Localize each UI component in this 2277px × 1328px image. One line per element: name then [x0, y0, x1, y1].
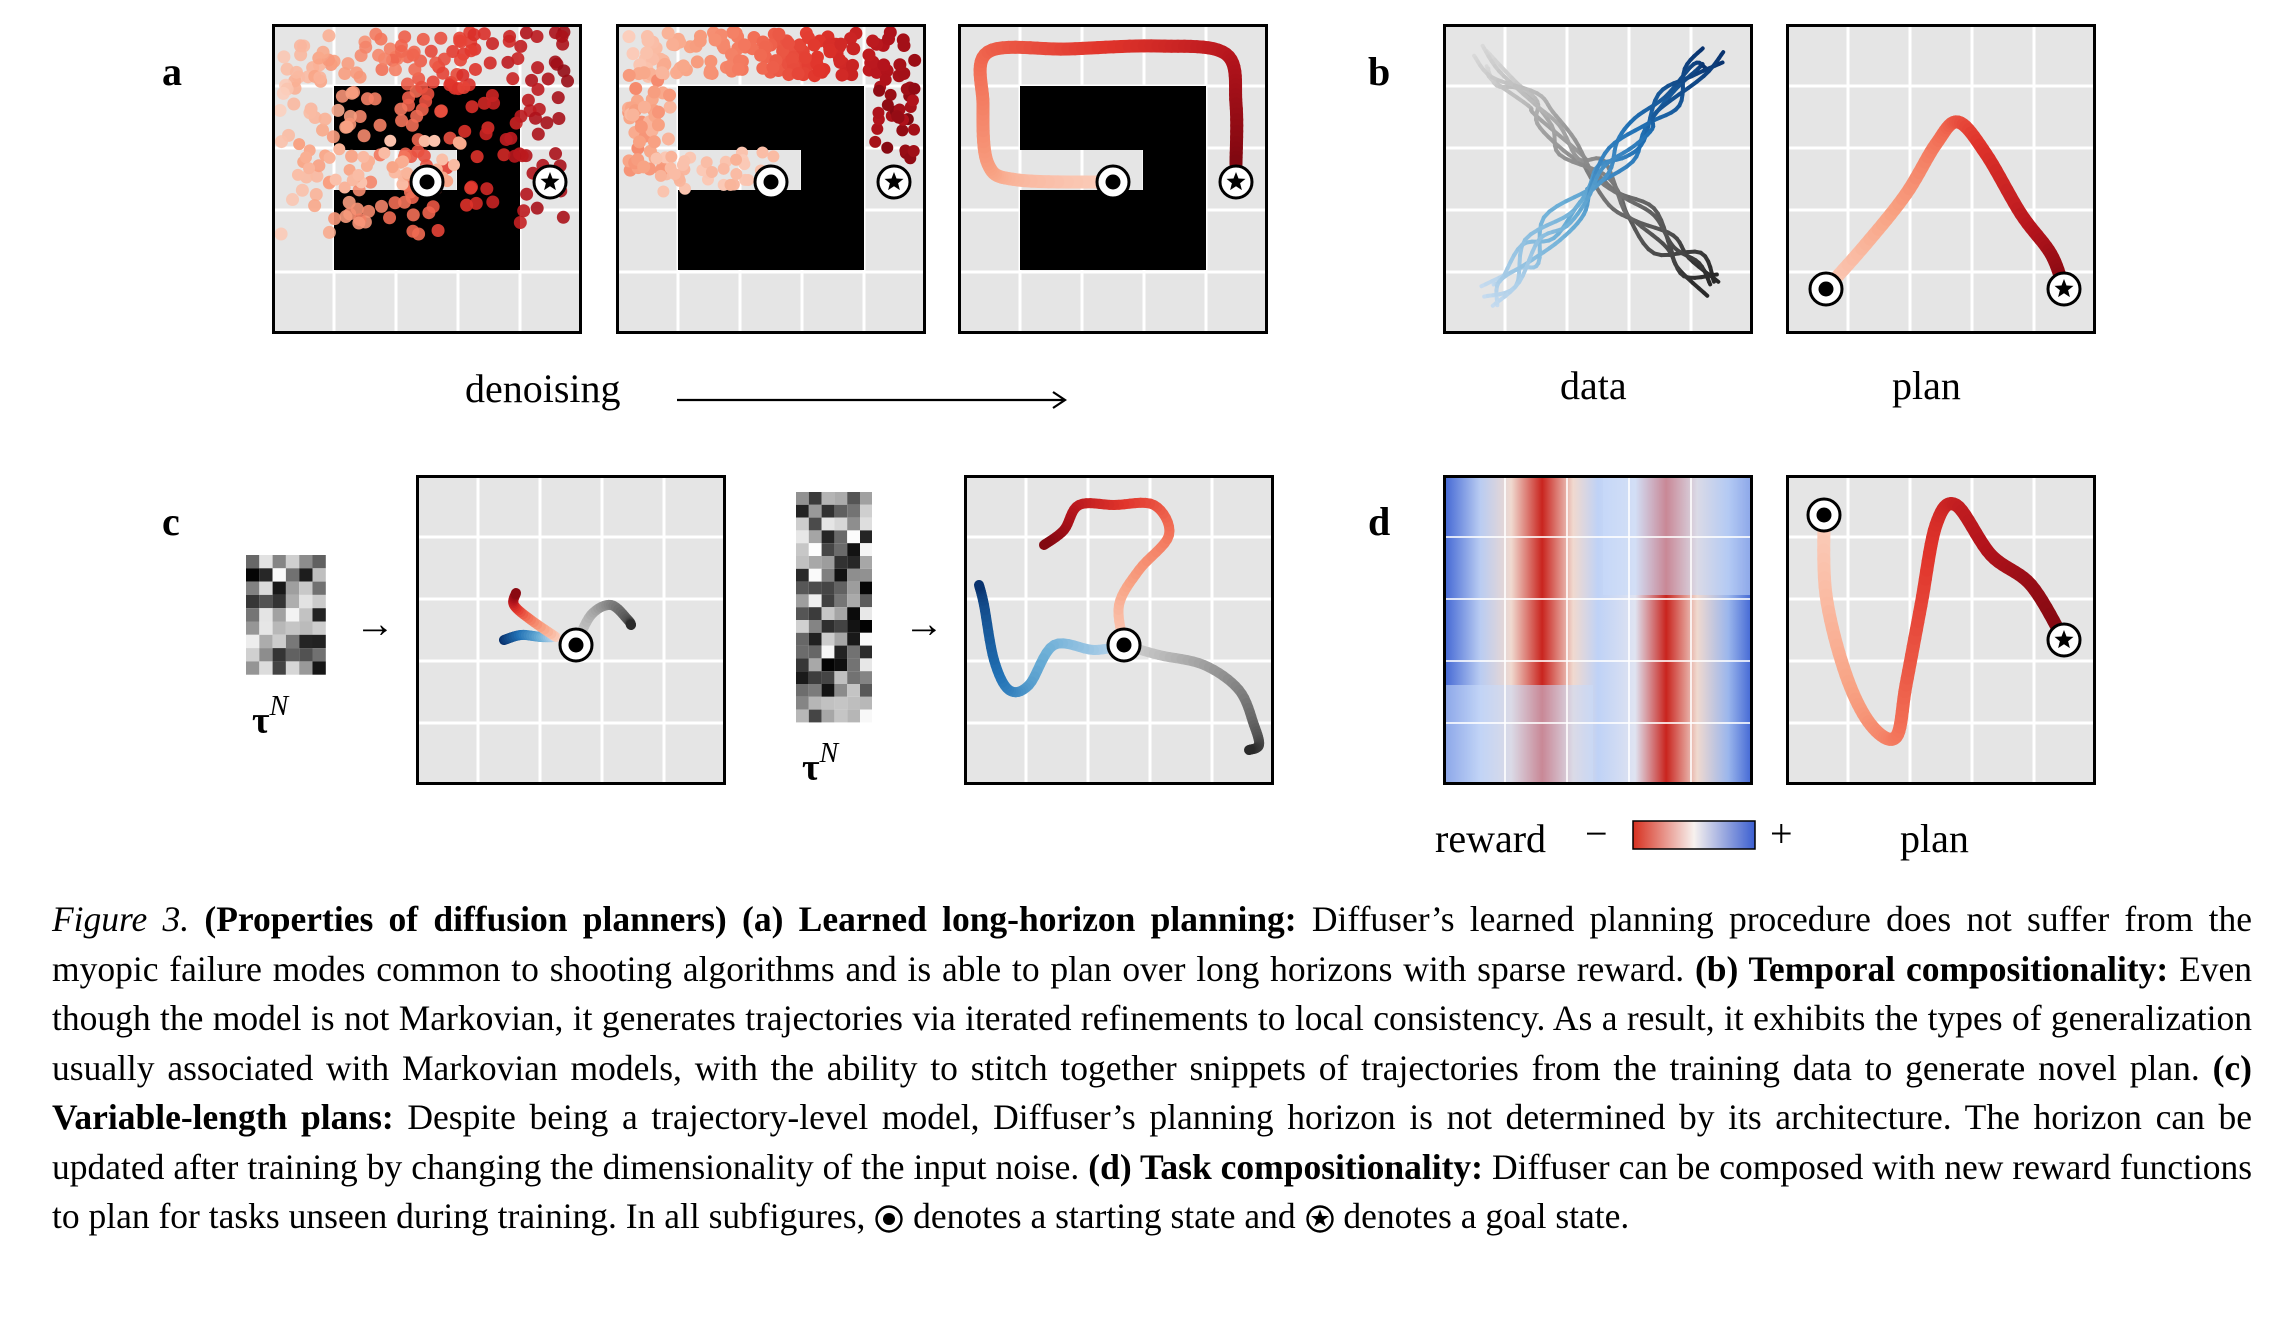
noise-matrix-short [246, 555, 326, 675]
start-state-icon [1095, 164, 1131, 200]
panel-a-step1 [272, 24, 582, 334]
maze-grid [958, 24, 1268, 334]
plan-grid [964, 475, 1274, 785]
start-state-icon [409, 164, 445, 200]
caption-a-text: Diffuser’s learned planning procedure do… [52, 899, 2253, 989]
caption-d-head: (d) Task compositionality: [1088, 1146, 1483, 1187]
panel-frame [1786, 475, 2096, 785]
tau-label-long: τN [802, 738, 839, 789]
start-state-icon [558, 627, 594, 663]
figure-label: Figure 3. [52, 899, 190, 939]
tau-label-short: τN [252, 691, 289, 742]
caption-start-text: denotes a starting state and [913, 1196, 1296, 1236]
maze-wall [1020, 86, 1206, 270]
colorbar-max-label: + [1770, 811, 1793, 856]
goal-state-icon [1218, 164, 1254, 200]
plan-trajectory-red [1039, 497, 1175, 650]
start-state-icon [753, 164, 789, 200]
arrow-right-icon: → [904, 601, 944, 646]
plan-trajectory-red [508, 588, 561, 642]
denoising-label: denoising [465, 366, 621, 411]
start-state-icon [1808, 271, 1844, 307]
goal-state-icon [2046, 622, 2082, 658]
data-trajectory-blue [1490, 50, 1726, 308]
plan-label-b: plan [1892, 363, 1961, 408]
plan-grid [1786, 475, 2096, 785]
caption-goal-text: denotes a goal state. [1343, 1196, 1630, 1236]
panel-d-plan [1786, 475, 2096, 785]
reward-colorbar [1632, 820, 1756, 850]
panel-frame [1443, 475, 1753, 785]
panel-b-data [1443, 24, 1753, 334]
reward-heatmap [1443, 475, 1753, 785]
figure-caption: Figure 3. (Properties of diffusion plann… [52, 895, 2252, 1242]
panel-b-plan [1786, 24, 2096, 334]
caption-b-head: (b) Temporal compositionality: [1694, 948, 2169, 989]
start-state-icon [1806, 497, 1842, 533]
caption-d-text: Diffuser can be composed with new reward… [52, 1146, 2253, 1237]
plan-label-d: plan [1900, 816, 1969, 861]
panel-frame [272, 24, 582, 334]
sample-dots [621, 25, 922, 198]
goal-state-icon [876, 164, 912, 200]
panel-d-letter: d [1368, 499, 1391, 544]
sample-dots [273, 25, 575, 241]
caption-title: (Properties of diffusion planners) [204, 899, 727, 939]
start-state-icon [1106, 627, 1142, 663]
start-state-icon [875, 1205, 903, 1233]
caption-c-text: Despite being a trajectory-level model, … [52, 1097, 2252, 1187]
panel-frame [958, 24, 1268, 334]
caption-c-head: (c) Variable-length plans: [52, 1047, 2252, 1138]
panel-b-letter: b [1368, 49, 1391, 94]
arrow-right-icon: → [355, 601, 395, 646]
data-grid [1443, 24, 1753, 334]
maze-grid [272, 24, 582, 334]
goal-state-icon [532, 164, 568, 200]
panel-a-step2 [616, 24, 926, 334]
panel-c-long-plan [964, 475, 1274, 785]
data-trajectory-gray [1472, 53, 1713, 287]
goal-state-icon [1305, 1205, 1334, 1233]
panel-c-letter: c [162, 499, 180, 544]
panel-d-reward-map [1443, 475, 1753, 785]
panel-a-letter: a [162, 49, 182, 94]
panel-frame [616, 24, 926, 334]
data-trajectory-blue [1494, 46, 1705, 308]
plan-trajectory-gray [1119, 640, 1265, 755]
plan-trajectory [973, 39, 1244, 189]
caption-a-head: (a) Learned long-horizon planning: [742, 899, 1297, 939]
caption-b-text: Even though the model is not Markovian, … [52, 948, 2253, 1088]
panel-frame [416, 475, 726, 785]
maze-grid [616, 24, 926, 334]
panel-c-short-plan [416, 475, 726, 785]
plan-grid [1786, 24, 2096, 334]
panel-frame [1443, 24, 1753, 334]
noise-matrix-long [796, 492, 872, 723]
panel-frame [964, 475, 1274, 785]
maze-wall [334, 86, 520, 270]
denoising-arrow [677, 391, 1067, 409]
panel-a-step3 [958, 24, 1268, 334]
goal-state-icon [2046, 271, 2082, 307]
maze-wall [678, 86, 864, 270]
plan-grid [416, 475, 726, 785]
panel-frame [1786, 24, 2096, 334]
reward-label: reward [1435, 816, 1547, 861]
data-label: data [1560, 363, 1627, 408]
colorbar-min-label: − [1585, 811, 1608, 856]
